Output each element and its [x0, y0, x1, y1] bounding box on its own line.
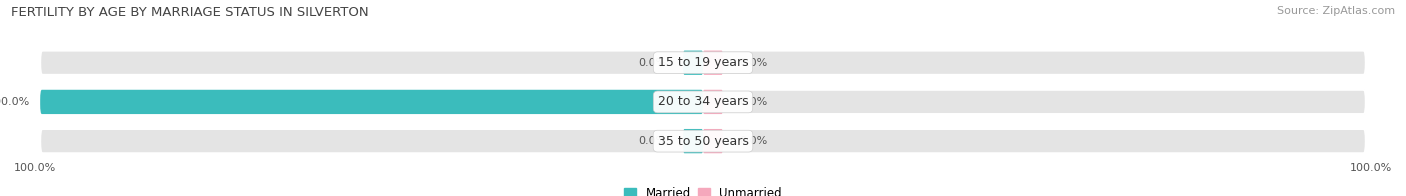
FancyBboxPatch shape [41, 51, 1365, 75]
FancyBboxPatch shape [41, 129, 1365, 153]
Text: 15 to 19 years: 15 to 19 years [658, 56, 748, 69]
Text: 0.0%: 0.0% [740, 58, 768, 68]
Text: FERTILITY BY AGE BY MARRIAGE STATUS IN SILVERTON: FERTILITY BY AGE BY MARRIAGE STATUS IN S… [11, 6, 368, 19]
FancyBboxPatch shape [703, 129, 723, 153]
Text: 0.0%: 0.0% [740, 136, 768, 146]
Text: 100.0%: 100.0% [14, 163, 56, 173]
Text: 0.0%: 0.0% [638, 58, 666, 68]
FancyBboxPatch shape [683, 51, 703, 75]
FancyBboxPatch shape [703, 90, 723, 114]
FancyBboxPatch shape [41, 90, 1365, 114]
FancyBboxPatch shape [683, 129, 703, 153]
Text: 100.0%: 100.0% [0, 97, 30, 107]
Text: Source: ZipAtlas.com: Source: ZipAtlas.com [1277, 6, 1395, 16]
Text: 100.0%: 100.0% [1350, 163, 1392, 173]
FancyBboxPatch shape [41, 90, 703, 114]
Text: 20 to 34 years: 20 to 34 years [658, 95, 748, 108]
Text: 0.0%: 0.0% [638, 136, 666, 146]
FancyBboxPatch shape [703, 51, 723, 75]
Legend: Married, Unmarried: Married, Unmarried [624, 187, 782, 196]
Text: 35 to 50 years: 35 to 50 years [658, 135, 748, 148]
Text: 0.0%: 0.0% [740, 97, 768, 107]
